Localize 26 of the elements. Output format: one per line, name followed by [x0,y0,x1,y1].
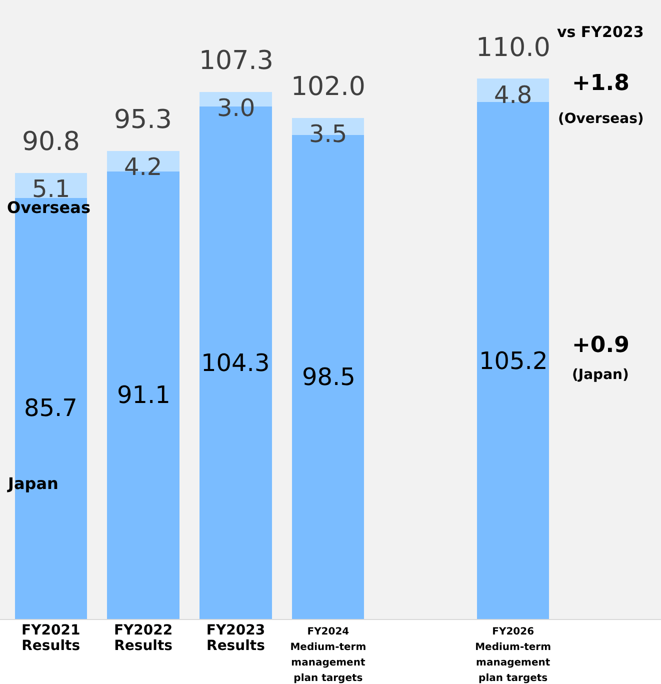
total-label: 95.3 [114,105,172,135]
annotation: vs FY2023 [557,23,644,41]
text: +0.9 [572,333,630,358]
data-label: 4.2 [124,153,162,181]
data-label: 85.7 [24,394,78,422]
total-label: 110.0 [476,33,550,63]
x-tick-label: FY2024 Medium-term management plan targets [290,626,366,684]
text: +1.8 [572,71,630,96]
data-label: 3.5 [309,120,348,148]
bar [477,102,550,619]
total-label: 107.3 [199,46,274,76]
x-tick-label: FY2023 Results [206,622,266,654]
data-label: 104.3 [201,349,270,377]
x-tick-label: FY2021 Results [22,622,80,654]
series-label: Japan [7,474,58,493]
data-label: 98.5 [302,363,356,391]
data-label: 105.2 [479,347,548,375]
data-label: 4.8 [494,81,532,109]
x-tick-label: FY2026 Medium-term management plan targets [475,626,552,684]
data-label: 91.1 [117,381,170,409]
total-label: 90.8 [22,127,80,157]
x-tick-label: FY2022 Results [114,622,173,654]
total-label: 102.0 [291,72,366,102]
annotation: (Overseas) [558,111,644,127]
text: (Japan) [572,367,629,383]
data-label: 3.0 [217,94,256,122]
